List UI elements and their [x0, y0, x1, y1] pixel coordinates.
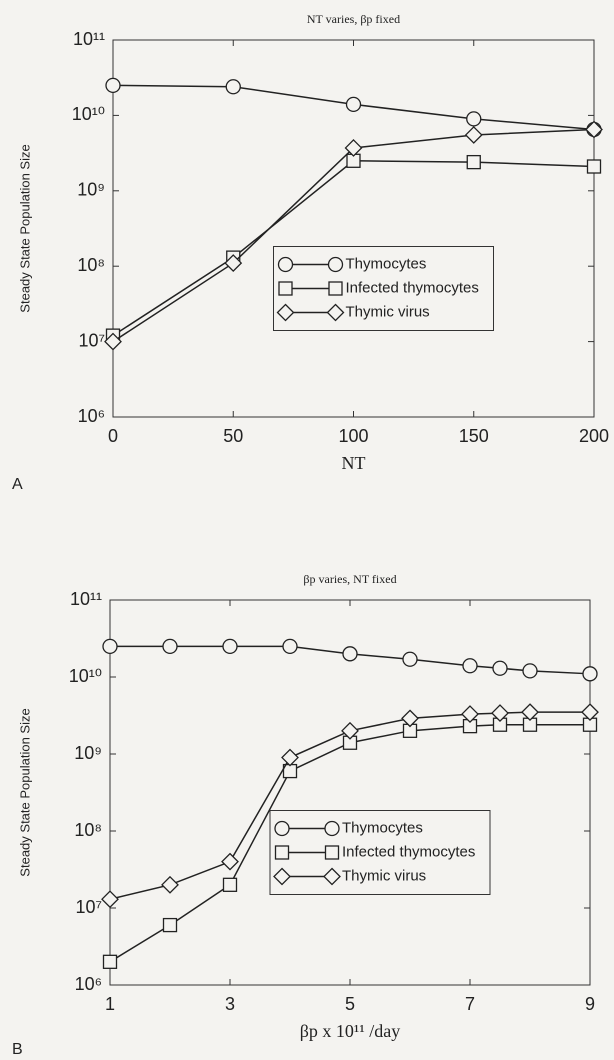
marker-diamond: [101, 890, 119, 909]
marker-square: [274, 845, 290, 860]
marker-diamond: [521, 703, 539, 722]
marker-circle: [462, 658, 478, 674]
legend-marker: [324, 845, 340, 860]
marker-square: [278, 281, 293, 296]
marker-circle: [282, 638, 298, 655]
x-axis-label: NT: [342, 453, 366, 473]
x-tick-label: 7: [465, 994, 475, 1014]
marker-circle: [222, 638, 238, 655]
y-tick-label: 10¹⁰: [69, 666, 102, 686]
y-tick-label: 10¹¹: [70, 589, 102, 609]
series-line: [109, 723, 590, 963]
plot-frame: [112, 39, 595, 418]
marker-square: [102, 954, 118, 969]
y-tick-label: 10⁹: [74, 743, 102, 763]
y-tick-label: 10⁸: [74, 820, 102, 840]
legend-marker: [328, 281, 343, 296]
marker-circle: [274, 820, 290, 837]
marker-diamond: [401, 709, 419, 728]
x-tick-label: 3: [225, 994, 235, 1014]
marker-diamond: [464, 126, 483, 144]
marker-diamond: [344, 139, 363, 157]
marker-circle: [522, 663, 538, 679]
y-tick-label: 10⁹: [77, 180, 105, 200]
panel-label: A: [12, 476, 23, 493]
y-tick-label: 10⁷: [75, 897, 102, 917]
y-tick-label: 10⁸: [77, 255, 105, 275]
marker-circle: [345, 96, 362, 113]
y-tick-label: 10¹¹: [73, 29, 105, 49]
y-tick-label: 10¹⁰: [72, 104, 105, 124]
y-axis-label: Steady State Population Size: [17, 144, 32, 312]
chart-title: NT varies, βp fixed: [307, 12, 400, 26]
marker-circle: [105, 77, 121, 94]
marker-circle: [102, 638, 118, 655]
marker-square: [222, 877, 238, 892]
legend-marker: [327, 256, 344, 273]
marker-diamond: [221, 852, 239, 871]
marker-square: [586, 159, 602, 174]
legend-label: Thymic virus: [346, 303, 430, 320]
marker-square: [162, 917, 178, 933]
marker-circle: [162, 638, 178, 655]
marker-diamond: [281, 748, 299, 767]
x-tick-label: 5: [345, 994, 355, 1014]
y-tick-label: 10⁶: [78, 406, 105, 426]
marker-diamond: [104, 332, 122, 351]
x-axis-label: βp x 10¹¹ /day: [300, 1021, 400, 1041]
series-line: [109, 711, 590, 900]
y-tick-label: 10⁶: [75, 974, 102, 994]
marker-diamond: [161, 875, 179, 894]
legend-box: [273, 246, 494, 331]
legend-label: Thymic virus: [342, 867, 426, 884]
marker-diamond: [585, 120, 603, 139]
legend-label: Thymocytes: [342, 819, 423, 836]
x-tick-label: 1: [105, 994, 115, 1014]
x-tick-label: 9: [585, 994, 595, 1014]
marker-circle: [277, 256, 294, 273]
x-tick-label: 150: [459, 426, 489, 446]
chart-title: βp varies, NT fixed: [303, 572, 396, 586]
marker-diamond: [224, 254, 243, 272]
marker-circle: [225, 79, 241, 95]
legend-label: Thymocytes: [346, 255, 427, 272]
legend-label: Infected thymocytes: [346, 279, 479, 296]
x-tick-label: 100: [338, 426, 368, 446]
marker-diamond: [276, 303, 295, 322]
marker-diamond: [461, 705, 479, 723]
x-tick-label: 0: [108, 426, 118, 446]
marker-diamond: [491, 704, 509, 722]
y-tick-label: 10⁷: [78, 330, 105, 350]
x-tick-label: 200: [579, 426, 609, 446]
legend-box: [269, 810, 491, 895]
legend-label: Infected thymocytes: [342, 843, 475, 860]
marker-circle: [342, 646, 358, 662]
legend-marker: [323, 867, 341, 886]
marker-circle: [402, 651, 418, 667]
panel-label: B: [12, 1041, 23, 1058]
marker-circle: [582, 666, 598, 682]
marker-diamond: [273, 867, 291, 886]
series-line: [110, 645, 591, 675]
x-tick-label: 50: [223, 426, 243, 446]
marker-diamond: [341, 721, 359, 740]
legend-marker: [324, 820, 340, 837]
marker-diamond: [581, 703, 599, 722]
marker-circle: [466, 111, 482, 127]
y-axis-label: Steady State Population Size: [17, 708, 32, 876]
legend-marker: [326, 303, 345, 322]
marker-square: [466, 154, 481, 170]
marker-circle: [492, 660, 508, 676]
